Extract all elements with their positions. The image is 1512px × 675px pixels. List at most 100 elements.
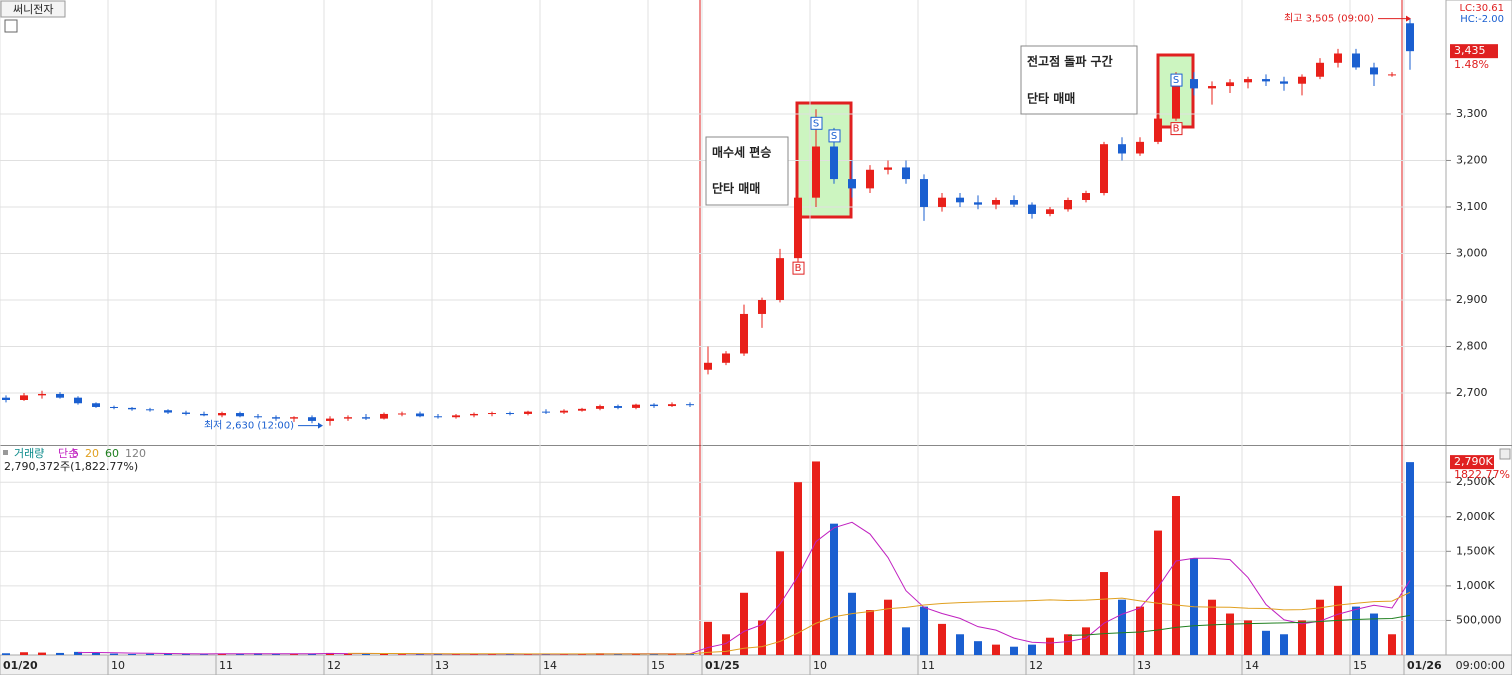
time-label: 09:00:00 bbox=[1456, 659, 1505, 672]
signal-label: B bbox=[1173, 124, 1180, 135]
volume-bar bbox=[722, 634, 730, 655]
x-tick-label: 10 bbox=[111, 659, 125, 672]
candle-body bbox=[488, 413, 496, 415]
note-text: 매수세 편승 bbox=[712, 145, 771, 160]
candle-body bbox=[1298, 76, 1306, 84]
volume-bar bbox=[1406, 462, 1414, 655]
candle-body bbox=[1280, 81, 1288, 84]
y-tick-label: 3,300 bbox=[1456, 107, 1488, 120]
candle-body bbox=[1352, 53, 1360, 68]
volume-bar bbox=[848, 592, 856, 655]
volume-bar bbox=[92, 652, 100, 655]
candle-body bbox=[596, 406, 604, 409]
candle-body bbox=[1136, 141, 1144, 154]
candle-body bbox=[650, 404, 658, 407]
candle-body bbox=[524, 411, 532, 414]
candle-body bbox=[326, 418, 334, 421]
candle-body bbox=[632, 404, 640, 408]
volume-bar bbox=[1208, 599, 1216, 655]
moving-average-line bbox=[1067, 614, 1411, 636]
signal-marker bbox=[828, 129, 841, 143]
candle-body bbox=[506, 413, 514, 415]
volume-tag bbox=[1450, 455, 1494, 470]
volume-bar bbox=[398, 654, 406, 655]
candle-body bbox=[1064, 200, 1072, 210]
signal-marker bbox=[1170, 122, 1183, 136]
candle-body bbox=[1118, 144, 1126, 154]
candle-body bbox=[362, 417, 370, 419]
candle-body bbox=[1406, 23, 1414, 52]
candle-body bbox=[290, 417, 298, 419]
lc-label: LC:30.61 bbox=[1459, 3, 1504, 14]
candle-body bbox=[56, 393, 64, 398]
candle-body bbox=[200, 413, 208, 416]
candle-body bbox=[1370, 67, 1378, 75]
x-tick-label: 12 bbox=[327, 659, 341, 672]
volume-bar bbox=[200, 654, 208, 655]
x-tick-label: 14 bbox=[1245, 659, 1259, 672]
volume-bar bbox=[416, 654, 424, 655]
volume-bar bbox=[1262, 630, 1270, 655]
volume-bar bbox=[1316, 599, 1324, 655]
close-button[interactable] bbox=[1499, 448, 1511, 460]
candle-body bbox=[254, 416, 262, 418]
volume-bar bbox=[920, 606, 928, 655]
candle-body bbox=[398, 413, 406, 415]
candle-body bbox=[992, 200, 1000, 205]
candle-body bbox=[452, 415, 460, 418]
x-tick-label: 15 bbox=[651, 659, 665, 672]
note-text: 단타 매매 bbox=[712, 181, 760, 196]
candle-body bbox=[1190, 79, 1198, 89]
volume-bar bbox=[1370, 613, 1378, 655]
signal-marker bbox=[810, 116, 823, 130]
y-tick-label: 3,000 bbox=[1456, 246, 1488, 259]
volume-bar bbox=[1064, 634, 1072, 655]
candle-body bbox=[1154, 118, 1162, 142]
legend-icon bbox=[3, 450, 8, 455]
candle-body bbox=[1172, 79, 1180, 119]
volume-bar bbox=[992, 644, 1000, 655]
candle-body bbox=[470, 413, 478, 416]
volume-bar bbox=[974, 641, 982, 655]
volume-bar bbox=[308, 653, 316, 655]
candle-body bbox=[830, 146, 838, 180]
x-tick-label: 12 bbox=[1029, 659, 1043, 672]
candle-body bbox=[164, 410, 172, 413]
right-axis-panel bbox=[1445, 0, 1512, 675]
moving-average-line bbox=[77, 521, 1411, 655]
x-tick-label: 11 bbox=[219, 659, 233, 672]
volume-bar bbox=[1244, 620, 1252, 655]
candle-body bbox=[866, 169, 874, 189]
volume-summary: 2,790,372주(1,822.77%) bbox=[4, 460, 138, 473]
legend-ma-label: 단순 bbox=[58, 447, 78, 460]
candle-body bbox=[1226, 82, 1234, 87]
candle-body bbox=[902, 167, 910, 180]
candle-body bbox=[1010, 200, 1018, 205]
grid-icon[interactable] bbox=[4, 19, 18, 33]
volume-bar bbox=[614, 654, 622, 655]
signal-label: S bbox=[831, 131, 837, 142]
signal-label: B bbox=[795, 263, 802, 274]
candle-body bbox=[1388, 74, 1396, 76]
candle-body bbox=[686, 404, 694, 406]
candle-body bbox=[614, 406, 622, 408]
signal-label: S bbox=[813, 118, 819, 129]
candle-body bbox=[794, 197, 802, 259]
volume-bar bbox=[1226, 613, 1234, 655]
volume-bar bbox=[1010, 646, 1018, 655]
volume-bar bbox=[452, 653, 460, 655]
volume-bar bbox=[650, 653, 658, 655]
volume-bar bbox=[470, 654, 478, 655]
y-tick-label: 3,200 bbox=[1456, 153, 1488, 166]
volume-bar bbox=[272, 653, 280, 655]
volume-bar bbox=[758, 620, 766, 655]
volume-bar bbox=[1154, 530, 1162, 655]
x-tick-label: 01/26 bbox=[1407, 659, 1442, 672]
candle-body bbox=[560, 410, 568, 413]
x-tick-label: 11 bbox=[921, 659, 935, 672]
y-tick-label: 2,800 bbox=[1456, 340, 1488, 353]
y-tick-label: 2,900 bbox=[1456, 293, 1488, 306]
x-tick-label: 15 bbox=[1353, 659, 1367, 672]
volume-bar bbox=[902, 627, 910, 655]
candle-body bbox=[776, 258, 784, 300]
